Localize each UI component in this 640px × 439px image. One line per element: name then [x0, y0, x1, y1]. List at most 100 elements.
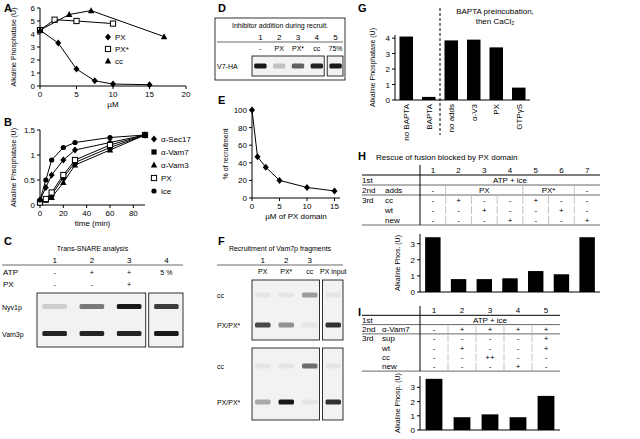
table-cell: + [482, 206, 487, 215]
y-tick [37, 73, 40, 74]
x-tick [86, 205, 87, 208]
condition: - [259, 45, 262, 52]
y-axis-label: Alkaline Phsophatase (U) [10, 128, 18, 207]
x-tick-label: no adds [447, 104, 456, 132]
y-tick [417, 275, 420, 276]
marker [55, 40, 61, 47]
marker [37, 27, 43, 34]
table-cell: + [460, 325, 465, 334]
y-tick [417, 415, 420, 416]
x-tick-label: 0 [38, 209, 43, 218]
band [273, 64, 285, 69]
table-divider [548, 196, 549, 204]
legend-marker [105, 34, 111, 41]
table-cell: - [517, 353, 520, 362]
x-axis-label: µM [107, 100, 119, 109]
y-tick [37, 21, 40, 22]
table-cell: + [516, 362, 521, 371]
gel [323, 280, 344, 340]
band [154, 304, 179, 309]
table-cell: - [457, 216, 460, 225]
row-sublabel: adds [385, 186, 402, 195]
table-divider [522, 186, 523, 194]
legend-label: ice [161, 187, 172, 196]
gel [252, 56, 324, 76]
marker [249, 107, 255, 114]
condition: PX input [320, 268, 347, 276]
table-divider [532, 335, 533, 342]
row-sublabel: wt [384, 206, 394, 215]
band [255, 364, 271, 369]
marker [142, 132, 147, 137]
legend-label: PX [115, 33, 126, 42]
lane-number: 1 [431, 166, 436, 175]
legend-marker [151, 136, 157, 143]
band-label: cc [217, 363, 225, 370]
y-tick-label: 2 [411, 256, 416, 265]
bar [425, 237, 440, 292]
table-cell: - [489, 334, 492, 343]
bar [554, 274, 569, 292]
x-tick [63, 205, 64, 208]
marker [92, 77, 98, 84]
marker [43, 197, 49, 203]
table-cell: - [560, 196, 563, 205]
gel [37, 293, 146, 347]
table-divider [574, 216, 575, 224]
table-cell: + [559, 206, 564, 215]
marker [88, 7, 94, 13]
lane-number: 3 [488, 306, 493, 315]
bar [502, 278, 517, 292]
y-tick [37, 34, 40, 35]
lane-number: 4 [315, 33, 320, 42]
table-divider [548, 216, 549, 224]
band [255, 323, 271, 328]
table-rule [362, 225, 600, 226]
y-axis-label: Alkaline Phosp. (U) [394, 373, 402, 433]
y-tick [392, 53, 395, 54]
y-tick-label: 20 [238, 176, 247, 185]
y-tick-label: 0 [411, 426, 416, 435]
table-cell: - [433, 353, 436, 362]
y-axis [420, 234, 421, 292]
legend-marker [151, 162, 157, 168]
gel [252, 348, 320, 420]
marker [142, 132, 148, 138]
x-tick-label: 40 [82, 209, 91, 218]
figure: A012345605101520Alkaline Phosphatase (U)… [0, 0, 640, 439]
y-tick-label: 3 [411, 240, 416, 249]
table-cell: - [517, 334, 520, 343]
marker [37, 28, 42, 33]
table-cell: - [489, 362, 492, 371]
band [42, 304, 67, 309]
row-sublabel: new [385, 216, 400, 225]
table-divider [504, 354, 505, 361]
x-axis [252, 198, 340, 199]
x-tick [334, 198, 335, 201]
table-cell: ATP + ice [493, 176, 528, 185]
table-cell: - [560, 216, 563, 225]
condition: + [90, 269, 94, 276]
marker [142, 132, 147, 137]
band [255, 293, 271, 298]
lane-number: 4 [508, 166, 513, 175]
plot-area [249, 107, 338, 195]
y-axis [420, 376, 421, 430]
row-sublabel: cc [385, 196, 393, 205]
table-cell: - [483, 216, 486, 225]
row-sublabel: α-Vam7 [382, 325, 410, 334]
table-divider [476, 335, 477, 342]
table-divider [504, 363, 505, 370]
band [311, 64, 323, 69]
marker [66, 11, 72, 17]
annotation: then CaCl₂ [476, 17, 515, 26]
x-tick-label: 10 [303, 202, 312, 211]
y-tick [249, 162, 252, 163]
marker [72, 140, 77, 145]
y-tick-label: 2 [386, 65, 391, 74]
marker [61, 172, 66, 177]
panel-letter: I [358, 306, 361, 318]
table-cell: - [489, 344, 492, 353]
table-cell: + [516, 325, 521, 334]
table-divider [532, 354, 533, 361]
